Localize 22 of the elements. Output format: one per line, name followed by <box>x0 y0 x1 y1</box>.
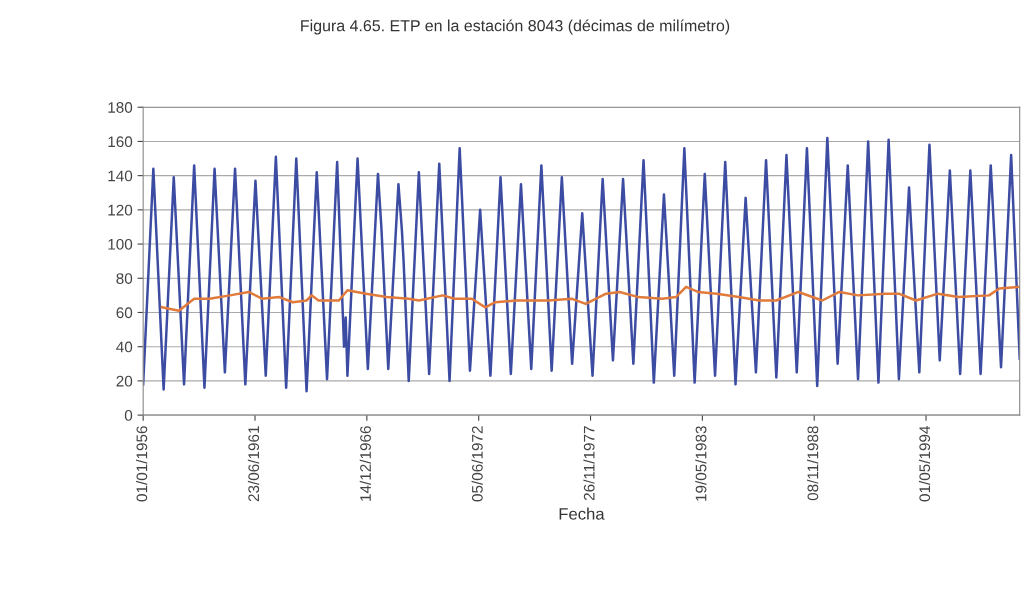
x-tick-label: 14/12/1966 <box>359 426 371 501</box>
y-tick-label: 160 <box>108 136 133 148</box>
y-tick-label: 80 <box>116 273 133 284</box>
y-tick-label: 0 <box>124 409 133 421</box>
line-series <box>143 136 1020 393</box>
y-tick-label: 140 <box>108 170 133 182</box>
y-tick-label: 180 <box>108 102 133 113</box>
y-tick-label: 100 <box>108 238 133 250</box>
x-tick-label: 01/01/1956 <box>136 426 148 502</box>
y-tick-label: 20 <box>116 375 133 387</box>
chart-title: Figura 4.65. ETP en la estación 8043 (décimas de milímetro) <box>301 19 730 35</box>
x-tick-label: 08/11/1988 <box>807 426 819 501</box>
x-tick-label: 01/05/1994 <box>918 425 931 502</box>
y-tick-label: 120 <box>108 204 133 216</box>
y-tick-label: 60 <box>116 307 133 319</box>
x-tick-label: 05/06/1972 <box>471 426 483 502</box>
x-tick-label: 26/11/1977 <box>583 426 595 501</box>
line-series <box>160 285 1020 313</box>
x-tick-label: 19/05/1983 <box>695 426 707 501</box>
y-tick-label: 40 <box>116 341 133 353</box>
x-axis-title: Fecha <box>559 507 605 520</box>
x-tick-label: 23/06/1961 <box>247 426 260 502</box>
